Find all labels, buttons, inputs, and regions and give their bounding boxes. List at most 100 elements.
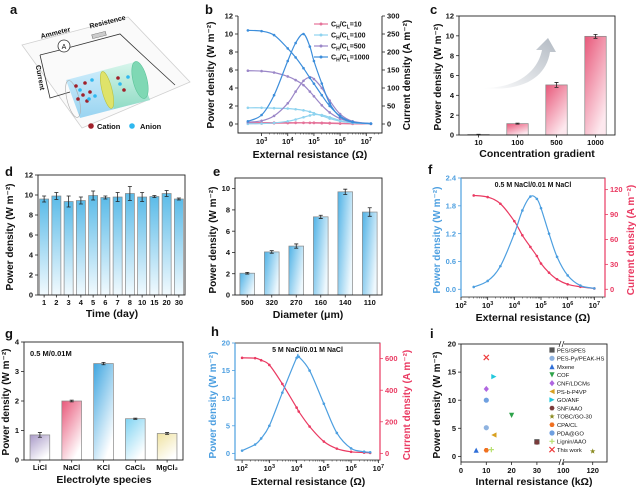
y-tick-label: 12 [225, 12, 233, 21]
bar-8 [124, 193, 135, 296]
error-bar [164, 190, 169, 197]
x-tick-label: 104 [509, 301, 521, 310]
right-y-tick-label: 0 [385, 449, 389, 458]
power-series-point [259, 437, 263, 440]
power-series-2-point [320, 86, 324, 90]
annotation: 5 M NaCl/0.01 M NaCl [272, 347, 343, 354]
y-tick-label: 10 [222, 184, 230, 193]
panel-letter-e: e [213, 164, 220, 179]
x-tick-label: 100 [557, 466, 570, 475]
current-series-point [486, 195, 489, 199]
current-series-point [335, 447, 339, 450]
legend-marker [549, 397, 555, 403]
right-y-tick-label: 200 [387, 48, 400, 57]
bar-500 [545, 84, 568, 136]
bar-20 [161, 193, 172, 296]
chart-h: 102 103 104 105 106 107 [232, 342, 384, 473]
power-series-point [240, 449, 244, 452]
legend-label: PES/SPES [557, 348, 586, 354]
y-tick-label: 5 [452, 424, 456, 433]
power-series-point [521, 209, 524, 212]
data-point-cof [509, 412, 515, 418]
power-series-point [547, 232, 551, 235]
power-series-1-point [272, 121, 276, 125]
current-series-point [472, 194, 476, 197]
x-axis-title: External resistance (Ω) [476, 312, 591, 324]
y-tick-label: 2 [226, 269, 230, 278]
y-tick-label: 0.6 [446, 257, 456, 266]
y-tick-label: 4 [229, 84, 234, 93]
cation-particle [122, 88, 126, 92]
current-series-3-point [286, 47, 290, 50]
chart-b: 103 104 105 106 107 CH/CL=10 CH/CL=100 CH/CL=50… [235, 15, 385, 146]
error-bar [269, 250, 274, 254]
x-tick-label: 320 [265, 298, 278, 307]
x-tick-label: 103 [482, 301, 493, 310]
x-tick-label: 1000 [587, 138, 604, 147]
x-tick-label: 30 [175, 298, 183, 307]
power-series-0-point [338, 121, 342, 125]
y-tick-label: 2 [450, 111, 454, 120]
power-series-line [473, 195, 595, 289]
y-tick-label: 8 [226, 206, 230, 215]
power-series-3-point [369, 122, 373, 125]
current-series-point [499, 202, 502, 206]
x-tick-label: 10 [138, 298, 146, 307]
x-tick-label: 1 [42, 298, 46, 307]
x-tick-label: CaCl₂ [125, 463, 145, 472]
power-series-point [499, 264, 502, 268]
legend-label: CPA/CL [557, 423, 578, 429]
legend-label: PES-Py/PEAK-HS [557, 357, 604, 363]
current-series-2-point [260, 69, 263, 73]
current-series-point [308, 425, 311, 428]
plot-frame [234, 342, 381, 461]
error-bar [69, 399, 74, 403]
y-tick-label: 10 [448, 396, 456, 405]
panel-letter-a: a [10, 2, 18, 17]
panel-letter-g: g [5, 326, 13, 341]
current-series-2-point [308, 90, 312, 93]
current-series-2-point [302, 83, 305, 87]
current-series-3-point [260, 29, 263, 33]
error-bar [165, 432, 170, 435]
x-tick-label: 110 [364, 298, 376, 307]
x-tick-label: 104 [291, 464, 303, 473]
power-series-2-point [294, 90, 297, 93]
x-tick-label: 106 [562, 301, 573, 310]
data-point-mxene [473, 447, 479, 453]
x-tick-label: 102 [455, 301, 466, 310]
error-bar [140, 192, 145, 202]
bar-5 [88, 195, 99, 296]
y-tick-label: 12 [446, 12, 454, 21]
error-bar [593, 33, 598, 39]
power-series-3-point [320, 82, 324, 85]
legend-marker [548, 446, 556, 453]
error-bar [127, 186, 132, 201]
axis-break-gap [560, 459, 564, 465]
error-bar [54, 192, 59, 200]
x-tick-label: 270 [290, 298, 303, 307]
x-tick-label: 0 [459, 466, 463, 475]
data-point-snf-aao [534, 440, 540, 445]
y-tick-label: 0.0 [446, 285, 456, 294]
membrane [100, 71, 114, 109]
x-tick-label: 160 [314, 298, 327, 307]
current-series-2-point [246, 69, 250, 73]
current-series-point [566, 282, 569, 286]
x-tick-label: 105 [318, 464, 329, 473]
y-tick-label: 0 [15, 456, 19, 465]
current-series-1-point [294, 107, 297, 111]
y-tick-label: 1.8 [446, 201, 456, 210]
x-tick-label: 100 [511, 138, 524, 147]
x-tick-label: KCl [97, 463, 110, 472]
error-bar [318, 214, 323, 219]
right-y-tick-label: 250 [387, 30, 400, 39]
current-series-point [253, 356, 257, 360]
x-tick-label: 10 [474, 138, 482, 147]
bar-KCl [93, 363, 114, 461]
cation-particle [83, 81, 87, 85]
current-series-point [259, 358, 263, 362]
right-y-tick-label: 300 [387, 12, 400, 21]
